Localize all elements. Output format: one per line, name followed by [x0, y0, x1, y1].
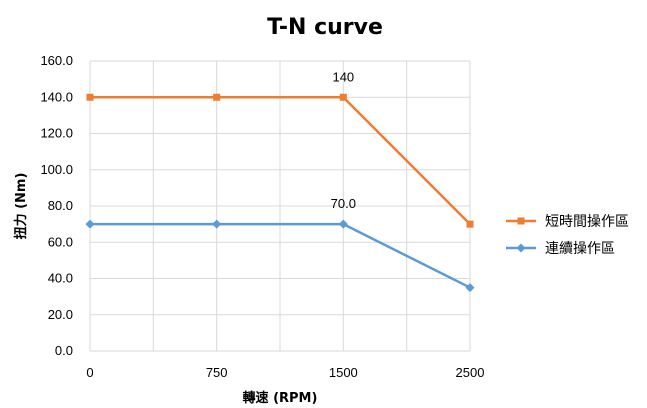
data-point	[213, 93, 221, 101]
x-tick-labels: 0 750 1500 2500	[86, 365, 484, 380]
y-tick-label: 100.0	[40, 162, 73, 177]
data-point	[212, 219, 222, 229]
y-tick-label: 140.0	[40, 89, 73, 104]
data-point	[465, 283, 475, 293]
series-line	[90, 96, 471, 226]
grid-lines	[89, 60, 471, 352]
data-point	[86, 93, 94, 101]
y-tick-label: 60.0	[48, 234, 73, 249]
y-tick-label: 120.0	[40, 126, 73, 141]
data-labels: 140 70.0	[331, 69, 356, 211]
data-point	[338, 219, 348, 229]
x-tick-label: 0	[86, 365, 93, 380]
y-tick-label: 20.0	[48, 307, 73, 322]
data-point	[466, 220, 474, 228]
x-axis-label: 轉速 (RPM)	[243, 390, 318, 406]
y-axis-label: 扭力 (Nm)	[13, 173, 29, 240]
data-point	[85, 219, 95, 229]
legend-item: 連續操作區	[506, 241, 615, 257]
series-line	[90, 222, 471, 289]
legend-label: 短時間操作區	[545, 214, 629, 230]
x-tick-label: 1500	[329, 365, 358, 380]
y-tick-label: 160.0	[40, 53, 73, 68]
legend-item: 短時間操作區	[506, 214, 629, 230]
data-point	[517, 217, 525, 225]
data-point	[339, 93, 347, 101]
series-2	[85, 219, 475, 293]
x-tick-label: 2500	[456, 365, 485, 380]
legend-label: 連續操作區	[545, 241, 615, 257]
series-1	[86, 93, 474, 228]
y-tick-labels: 0.0 20.0 40.0 60.0 80.0 100.0 120.0 140.0 160.0	[40, 53, 73, 358]
series-lines	[85, 93, 475, 293]
data-point	[516, 243, 526, 253]
y-tick-label: 0.0	[55, 343, 73, 358]
chart-title: T-N curve	[267, 15, 383, 40]
x-tick-label: 750	[206, 365, 228, 380]
data-label: 140	[332, 69, 354, 84]
y-tick-label: 40.0	[48, 271, 73, 286]
y-tick-label: 80.0	[48, 198, 73, 213]
data-label: 70.0	[331, 196, 356, 211]
